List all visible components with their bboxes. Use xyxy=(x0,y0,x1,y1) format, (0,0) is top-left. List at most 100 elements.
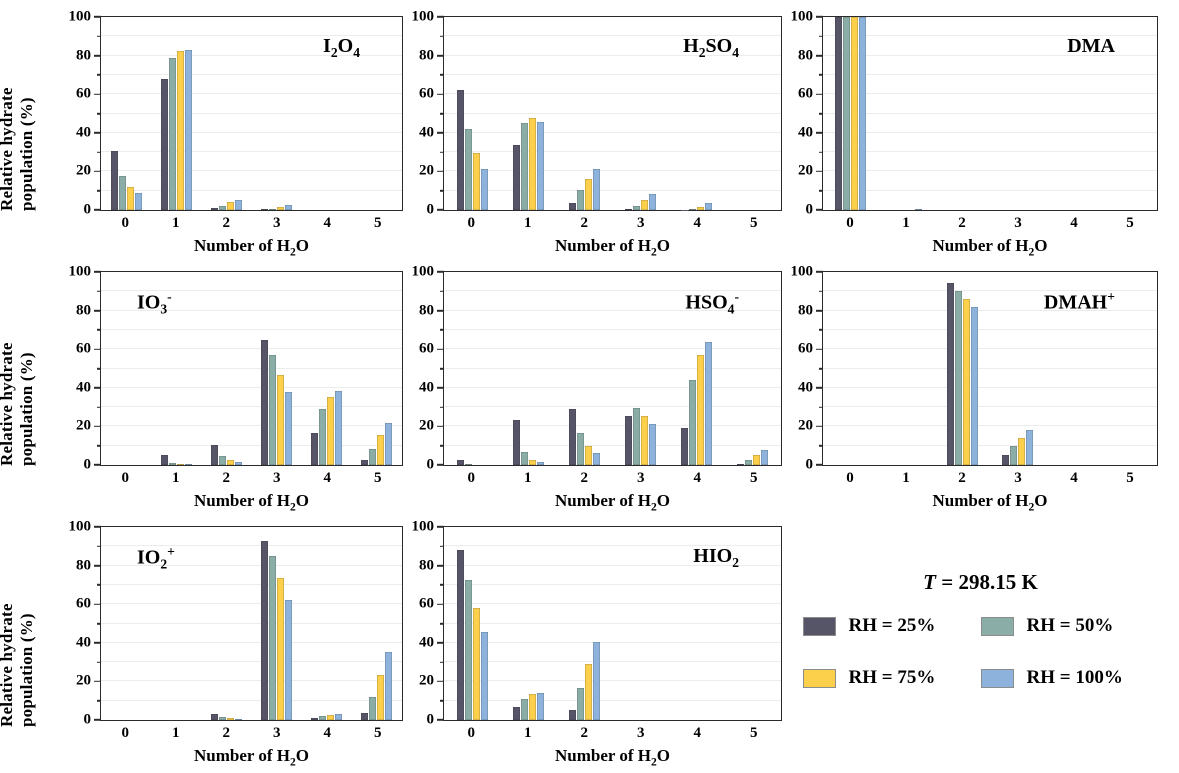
bar xyxy=(761,450,768,465)
legend-item: RH = 100% xyxy=(981,667,1159,689)
y-major-tick xyxy=(437,271,444,273)
y-minor-tick xyxy=(440,151,445,153)
bar xyxy=(593,169,600,210)
bar xyxy=(311,433,318,465)
x-tick-label: 4 xyxy=(669,215,726,232)
x-tick-label: 0 xyxy=(100,215,151,232)
y-major-tick xyxy=(94,526,101,528)
x-tick-label: 3 xyxy=(613,725,670,742)
y-tick-label: 0 xyxy=(427,713,435,728)
bar xyxy=(569,203,576,210)
bar xyxy=(585,664,592,720)
legend-label: RH = 50% xyxy=(1027,615,1114,637)
y-tick-label: 0 xyxy=(84,458,92,473)
bar xyxy=(135,193,142,210)
bar-group-n1 xyxy=(151,17,201,210)
bar xyxy=(465,129,472,210)
y-tick-label: 100 xyxy=(412,520,435,535)
y-major-tick xyxy=(94,93,101,95)
x-tick-label: 1 xyxy=(500,470,557,487)
x-tick-label: 5 xyxy=(353,215,404,232)
y-major-tick xyxy=(94,171,101,173)
y-minor-tick xyxy=(97,661,102,663)
x-tick-label: 2 xyxy=(201,215,252,232)
y-major-tick xyxy=(437,565,444,567)
bar xyxy=(569,710,576,720)
panel-title: IO2+ xyxy=(137,545,175,573)
x-tick-label: 3 xyxy=(990,215,1046,232)
x-tick-label: 3 xyxy=(613,215,670,232)
y-tick-label: 80 xyxy=(419,303,434,318)
bar xyxy=(593,453,600,465)
bar xyxy=(641,416,648,465)
y-minor-tick xyxy=(97,546,102,548)
bar-group-n2 xyxy=(934,272,990,465)
x-tick-label: 4 xyxy=(1046,215,1102,232)
bar-group-n2 xyxy=(201,17,251,210)
y-minor-tick xyxy=(97,74,102,76)
x-tick-label: 0 xyxy=(822,470,878,487)
bar-group-n2 xyxy=(934,17,990,210)
bar xyxy=(457,460,464,465)
bar xyxy=(481,632,488,720)
legend-label: RH = 100% xyxy=(1027,667,1123,689)
bar xyxy=(269,556,276,720)
bar-group-n3 xyxy=(252,272,302,465)
y-major-tick xyxy=(437,55,444,57)
x-tick-label: 1 xyxy=(151,725,202,742)
bar xyxy=(481,169,488,210)
y-tick-label: 40 xyxy=(419,125,434,140)
bar xyxy=(465,580,472,720)
x-tick-label: 1 xyxy=(500,725,557,742)
y-tick-label: 20 xyxy=(76,419,91,434)
panel-title: I2O4 xyxy=(323,35,360,61)
y-minor-tick xyxy=(819,36,824,38)
y-tick-label: 0 xyxy=(84,203,92,218)
bar-group-n1 xyxy=(500,527,556,720)
x-tick-label: 3 xyxy=(990,470,1046,487)
y-major-tick xyxy=(816,93,823,95)
y-minor-tick xyxy=(97,584,102,586)
y-major-tick xyxy=(94,55,101,57)
y-major-tick xyxy=(94,464,101,466)
bar xyxy=(745,460,752,465)
legend-swatch xyxy=(803,617,836,636)
bar xyxy=(219,206,226,210)
y-tick-label: 60 xyxy=(798,342,813,357)
y-minor-tick xyxy=(97,368,102,370)
bar xyxy=(235,200,242,210)
y-minor-tick xyxy=(440,368,445,370)
bar xyxy=(127,187,134,210)
bar xyxy=(161,79,168,210)
x-axis-label: Number of H2O xyxy=(443,745,782,771)
bar xyxy=(457,90,464,210)
y-major-tick xyxy=(816,132,823,134)
legend-title: T = 298.15 K xyxy=(923,570,1038,595)
y-minor-tick xyxy=(97,445,102,447)
x-tick-label: 5 xyxy=(726,725,783,742)
bar xyxy=(227,202,234,210)
y-major-tick xyxy=(94,16,101,18)
y-major-tick xyxy=(816,426,823,428)
bar xyxy=(169,58,176,210)
bar-group-n1 xyxy=(879,272,935,465)
bar xyxy=(285,600,292,720)
y-major-tick xyxy=(816,464,823,466)
y-major-tick xyxy=(437,719,444,721)
x-tick-label: 5 xyxy=(1102,215,1158,232)
bar xyxy=(277,375,284,465)
x-tick-label: 0 xyxy=(100,725,151,742)
x-tick-label: 2 xyxy=(201,470,252,487)
bar xyxy=(361,460,368,465)
x-tick-label: 0 xyxy=(443,215,500,232)
bar xyxy=(681,428,688,465)
y-minor-tick xyxy=(819,190,824,192)
y-minor-tick xyxy=(819,445,824,447)
y-minor-tick xyxy=(97,190,102,192)
